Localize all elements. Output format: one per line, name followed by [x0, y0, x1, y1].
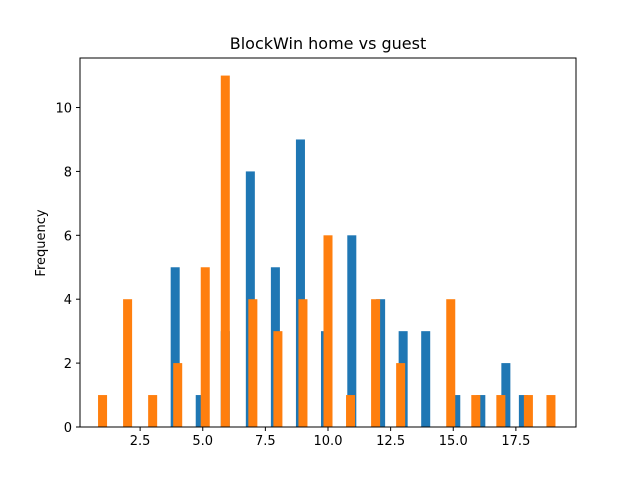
series-1-bar-6 [295, 139, 305, 427]
series-2-bar-2 [123, 299, 133, 427]
bars-group [98, 75, 556, 427]
axes-frame [79, 57, 577, 428]
x-tick-label: 2.5 [130, 434, 151, 449]
series-2-bar-8 [273, 331, 283, 427]
series-2-bar-4 [173, 363, 183, 427]
series-1-bar-2 [195, 395, 205, 427]
x-tick-label: 10.0 [314, 434, 343, 449]
y-tick-label: 4 [64, 293, 72, 308]
y-axis-ticks: 0 2 4 6 8 10 [55, 102, 80, 436]
series-2-bar-14 [446, 299, 456, 427]
series-1-bar-14 [501, 363, 511, 427]
chart-title: BlockWin home vs guest [230, 34, 427, 53]
y-tick-label: 8 [64, 165, 72, 180]
y-axis-label: Frequency [34, 209, 49, 276]
x-tick-label: 12.5 [376, 434, 405, 449]
series-1-bar-15 [518, 395, 528, 427]
series-2-bar-6 [220, 75, 230, 427]
y-tick-label: 6 [64, 229, 72, 244]
x-tick-label: 7.5 [255, 434, 276, 449]
series-2-bar-13 [396, 363, 406, 427]
x-tick-label: 15.0 [439, 434, 468, 449]
series-2-bar-5 [200, 267, 210, 427]
series-2-bar-12 [371, 299, 381, 427]
series-2-bar-10 [323, 235, 333, 427]
x-tick-label: 17.5 [501, 434, 530, 449]
series-2-bar-3 [148, 395, 158, 427]
y-tick-label: 2 [64, 357, 72, 372]
series-1-bar-8 [347, 235, 357, 427]
series-2-bar-16 [496, 395, 506, 427]
series-1-bar-13 [476, 395, 486, 427]
series-2-bar-11 [346, 395, 356, 427]
y-tick-label: 0 [64, 421, 72, 436]
x-tick-label: 5.0 [192, 434, 213, 449]
series-2-bar-1 [98, 395, 108, 427]
series-1-bar-11 [421, 331, 431, 427]
series-2-bar-17 [523, 395, 533, 427]
series-1-bar-12 [451, 395, 461, 427]
y-tick-label: 10 [55, 102, 72, 117]
series-1-bar-9 [376, 299, 386, 427]
series-2-bar-18 [546, 395, 556, 427]
series-2-bar-9 [298, 299, 308, 427]
series-2-bar-15 [471, 395, 481, 427]
x-axis-ticks: 2.5 5.0 7.5 10.0 12.5 15.0 17.5 [130, 427, 530, 449]
series-1-bar-1 [170, 267, 180, 427]
series-2-bar-7 [248, 299, 258, 427]
